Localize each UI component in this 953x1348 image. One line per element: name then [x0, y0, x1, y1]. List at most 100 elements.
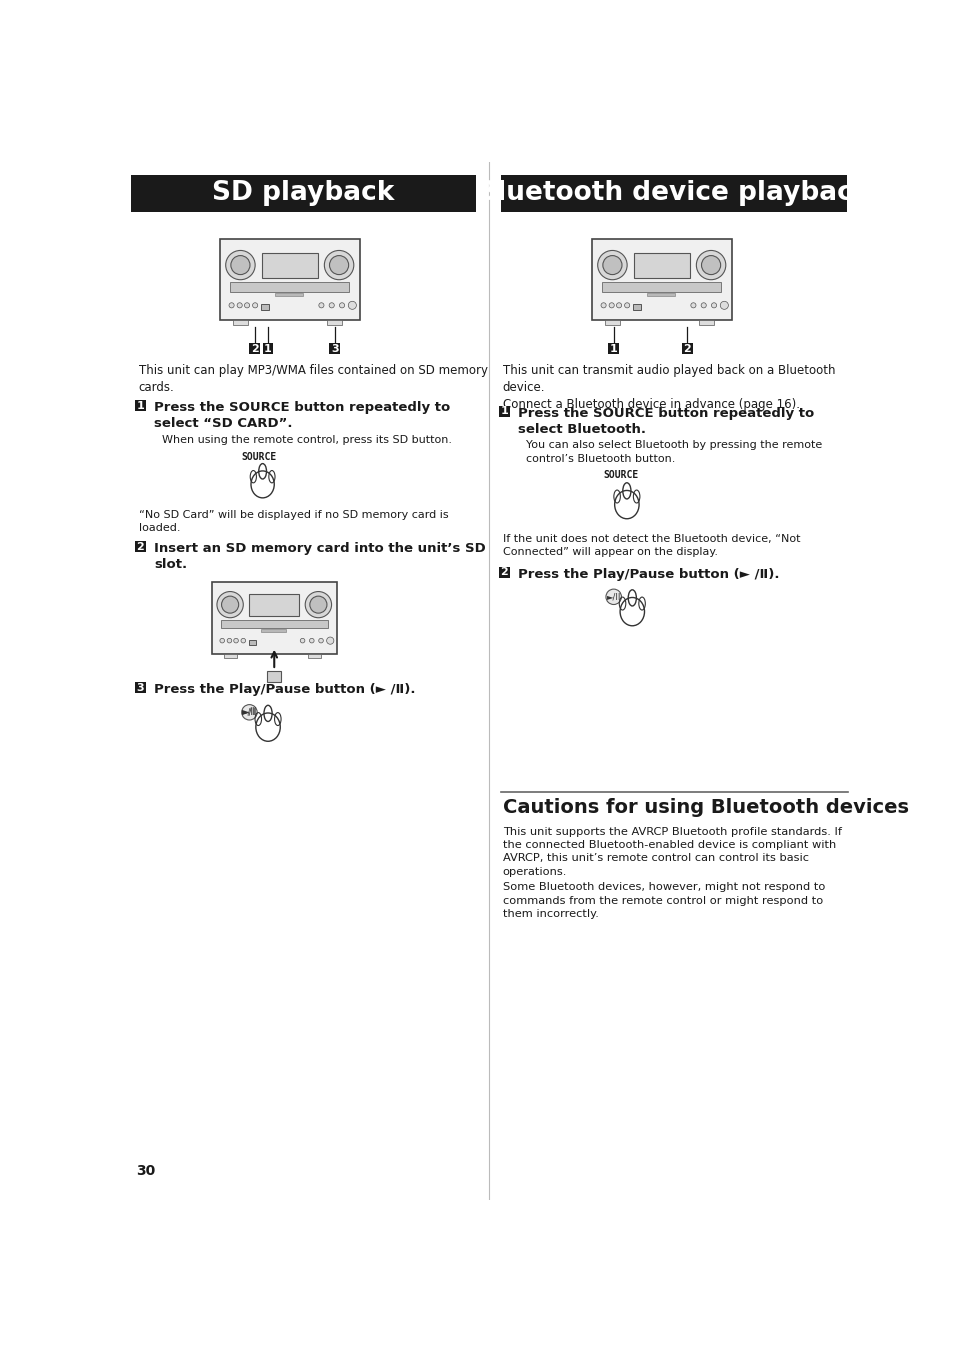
Text: SOURCE: SOURCE	[241, 452, 276, 462]
Bar	[329, 344, 340, 355]
Text: 1: 1	[136, 400, 144, 411]
Text: If the unit does not detect the Bluetooth device, “Not
Connected” will appear on: If the unit does not detect the Bluetoot…	[502, 534, 800, 557]
Bar	[498, 566, 509, 577]
Circle shape	[253, 303, 257, 307]
Bar	[224, 654, 236, 658]
Bar	[327, 319, 341, 325]
Circle shape	[318, 639, 323, 643]
Circle shape	[329, 303, 334, 307]
Bar	[601, 282, 720, 291]
Text: 2: 2	[251, 344, 258, 355]
Text: 2: 2	[500, 568, 508, 577]
Text: This unit supports the AVRCP Bluetooth profile standards. If
the connected Bluet: This unit supports the AVRCP Bluetooth p…	[502, 828, 841, 876]
Circle shape	[220, 639, 224, 643]
Circle shape	[305, 592, 332, 617]
Circle shape	[598, 251, 626, 280]
Text: Press the Play/Pause button (► /Ⅱ).: Press the Play/Pause button (► /Ⅱ).	[154, 683, 416, 696]
Circle shape	[227, 639, 232, 643]
Text: 2: 2	[136, 542, 144, 551]
Text: Press the SOURCE button repeatedly to
select “SD CARD”.: Press the SOURCE button repeatedly to se…	[154, 402, 450, 430]
Circle shape	[600, 303, 605, 307]
Circle shape	[348, 302, 356, 309]
Circle shape	[696, 251, 725, 280]
Text: This unit can transmit audio played back on a Bluetooth
device.
Connect a Blueto: This unit can transmit audio played back…	[502, 364, 835, 411]
Bar	[134, 682, 146, 693]
Circle shape	[237, 303, 242, 307]
Bar	[261, 630, 286, 632]
Circle shape	[720, 302, 728, 309]
Text: 3: 3	[331, 344, 338, 355]
Bar	[267, 671, 281, 682]
Circle shape	[241, 639, 245, 643]
Circle shape	[608, 303, 614, 307]
Bar	[221, 620, 327, 628]
Circle shape	[602, 256, 621, 275]
Bar	[134, 542, 146, 553]
Bar	[262, 344, 274, 355]
Circle shape	[700, 256, 720, 275]
Circle shape	[700, 303, 705, 307]
Text: 1: 1	[609, 344, 617, 355]
Text: Press the SOURCE button repeatedly to
select Bluetooth.: Press the SOURCE button repeatedly to se…	[517, 407, 814, 435]
Bar	[633, 253, 689, 278]
Text: 1: 1	[264, 344, 272, 355]
Text: 2: 2	[682, 344, 691, 355]
Bar	[498, 406, 509, 417]
Bar	[608, 344, 618, 355]
Bar	[219, 240, 359, 319]
Text: “No SD Card” will be displayed if no SD memory card is
loaded.: “No SD Card” will be displayed if no SD …	[138, 510, 448, 532]
Text: SD playback: SD playback	[212, 181, 394, 206]
Bar	[308, 654, 320, 658]
Circle shape	[616, 303, 621, 307]
Text: SOURCE: SOURCE	[603, 469, 639, 480]
Bar	[249, 344, 260, 355]
Bar	[633, 305, 640, 310]
Bar	[500, 175, 846, 212]
Bar	[233, 319, 248, 325]
Bar	[591, 240, 731, 319]
Text: Bluetooth device playback: Bluetooth device playback	[476, 181, 870, 206]
Bar	[646, 293, 675, 295]
Circle shape	[690, 303, 696, 307]
Circle shape	[605, 589, 620, 604]
Text: ►/Ⅱ: ►/Ⅱ	[241, 708, 257, 717]
Text: Cautions for using Bluetooth devices: Cautions for using Bluetooth devices	[502, 798, 908, 817]
Bar	[605, 319, 619, 325]
Text: Press the Play/Pause button (► /Ⅱ).: Press the Play/Pause button (► /Ⅱ).	[517, 568, 779, 581]
Circle shape	[216, 592, 243, 617]
Circle shape	[241, 705, 257, 720]
Circle shape	[624, 303, 629, 307]
Circle shape	[329, 256, 348, 275]
Circle shape	[324, 251, 354, 280]
Circle shape	[226, 251, 254, 280]
Bar	[134, 400, 146, 411]
Bar	[230, 282, 349, 291]
Text: When using the remote control, press its SD button.: When using the remote control, press its…	[162, 435, 452, 445]
Circle shape	[318, 303, 324, 307]
Bar	[212, 581, 336, 654]
Bar	[249, 640, 255, 644]
Text: You can also select Bluetooth by pressing the remote
control’s Bluetooth button.: You can also select Bluetooth by pressin…	[525, 441, 821, 464]
Circle shape	[300, 639, 305, 643]
Circle shape	[309, 639, 314, 643]
Circle shape	[339, 303, 344, 307]
Circle shape	[233, 639, 238, 643]
Text: 30: 30	[136, 1165, 155, 1178]
Bar	[249, 594, 299, 616]
Circle shape	[229, 303, 233, 307]
Text: ►/II: ►/II	[606, 592, 620, 601]
Text: ►/II: ►/II	[242, 708, 256, 717]
Circle shape	[711, 303, 716, 307]
Text: 1: 1	[500, 406, 508, 417]
Text: 3: 3	[136, 682, 144, 693]
Circle shape	[221, 596, 238, 613]
Bar	[699, 319, 713, 325]
Bar	[131, 175, 476, 212]
Bar	[274, 293, 303, 295]
Circle shape	[244, 303, 250, 307]
Text: Insert an SD memory card into the unit’s SD
slot.: Insert an SD memory card into the unit’s…	[154, 542, 485, 572]
Circle shape	[310, 596, 327, 613]
Bar	[681, 344, 692, 355]
Bar	[261, 253, 317, 278]
Text: This unit can play MP3/WMA files contained on SD memory
cards.: This unit can play MP3/WMA files contain…	[138, 364, 487, 394]
